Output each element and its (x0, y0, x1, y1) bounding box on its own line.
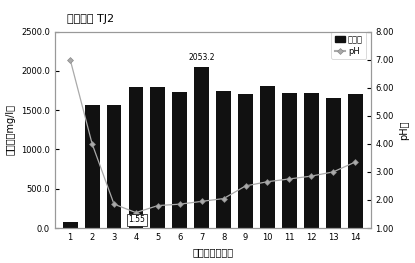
Y-axis label: 解磷量（mg/l）: 解磷量（mg/l） (5, 104, 15, 155)
Bar (172, 92, 187, 228)
Bar (150, 87, 165, 228)
Text: 1.55: 1.55 (129, 215, 146, 224)
Bar (238, 94, 253, 228)
Bar (326, 98, 341, 228)
Bar (216, 91, 231, 228)
Bar (107, 105, 122, 228)
X-axis label: 接种时间（天）: 接种时间（天） (192, 247, 233, 257)
Bar (63, 222, 78, 228)
Bar (282, 93, 297, 228)
Legend: 解磷量, pH: 解磷量, pH (331, 32, 366, 59)
Bar (348, 94, 363, 228)
Bar (194, 67, 209, 228)
Y-axis label: pH值: pH值 (400, 120, 410, 140)
Text: 2053.2: 2053.2 (188, 53, 215, 62)
Bar (85, 105, 100, 228)
Bar (129, 87, 144, 228)
Bar (304, 93, 319, 228)
Text: 草酸青霉 TJ2: 草酸青霉 TJ2 (68, 14, 115, 24)
Bar (260, 86, 275, 228)
